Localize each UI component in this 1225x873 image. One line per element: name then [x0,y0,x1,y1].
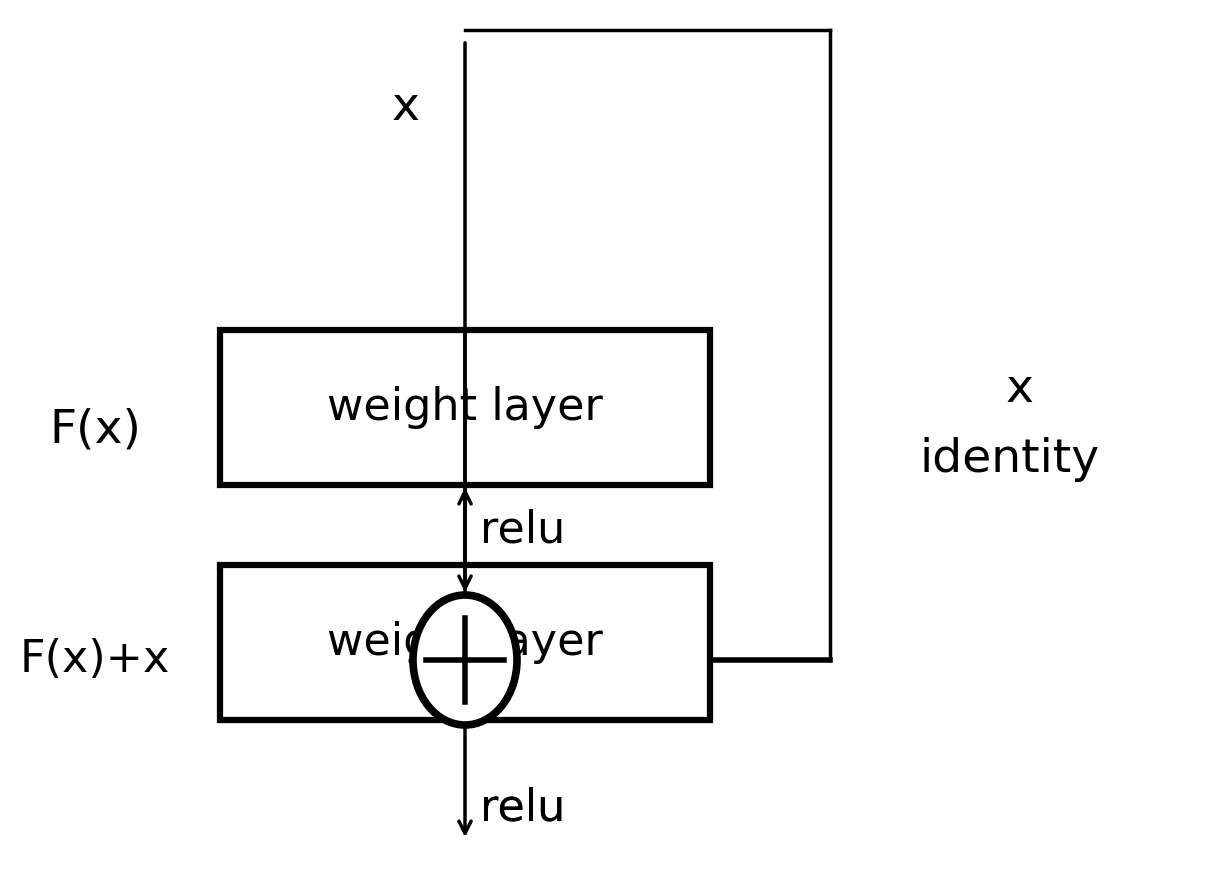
Text: x: x [1006,368,1034,413]
Bar [220,330,710,485]
Text: relu: relu [480,508,565,552]
Text: F(x)+x: F(x)+x [20,638,170,682]
Bar [220,565,710,720]
Text: relu: relu [480,787,565,829]
Text: weight layer: weight layer [327,621,603,664]
Text: relu: relu [480,787,565,829]
Text: weight layer: weight layer [327,386,603,429]
Text: x: x [392,86,420,130]
Ellipse shape [413,595,517,725]
Text: identity: identity [920,437,1100,483]
Text: F(x): F(x) [49,408,141,452]
